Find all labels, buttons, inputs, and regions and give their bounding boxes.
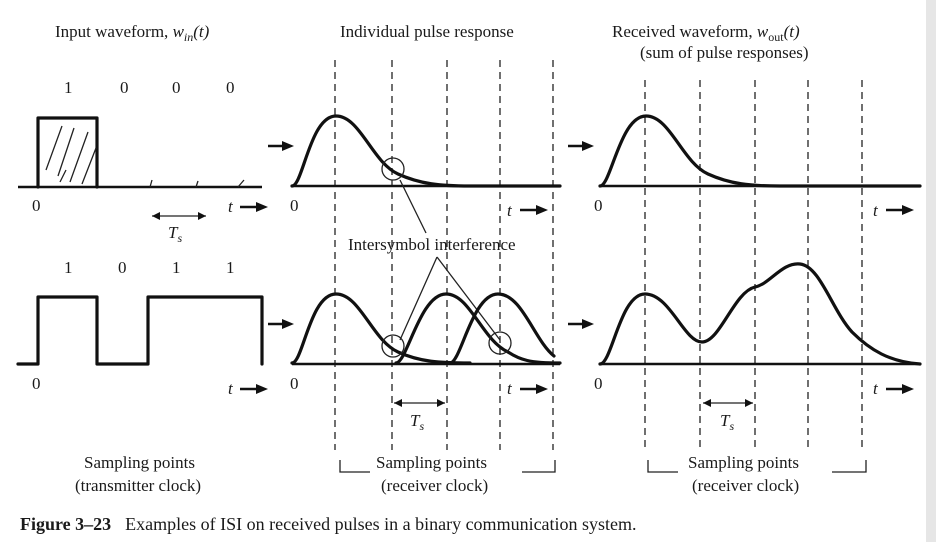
t-arrow-head: [902, 205, 914, 215]
ts-arrow-right: [745, 399, 753, 407]
sampling-bracket: [647, 460, 867, 473]
isi-pointer: [399, 256, 501, 341]
t-label: t: [228, 197, 234, 216]
pulse-response-title: Individual pulse response: [340, 22, 514, 41]
sampling-label-tx: Sampling points: [84, 453, 195, 472]
received-waveform-panel: 0 t 0 t Ts Sampling points (receiver clo…: [568, 80, 922, 495]
input-arrow-head: [582, 319, 594, 329]
sampling-clock-rx: (receiver clock): [692, 476, 799, 495]
input-waveform-title: Input waveform, win(t): [55, 22, 210, 44]
t-arrow-head: [536, 205, 548, 215]
pulse-response-4: [448, 292, 556, 365]
ts-label: Ts: [720, 411, 734, 433]
received-waveform-note: (sum of pulse responses): [640, 43, 809, 62]
bit: 0: [226, 78, 235, 97]
isi-circle: [381, 334, 405, 358]
t-label: t: [507, 379, 513, 398]
bit: 1: [64, 258, 73, 277]
received-waveform-title: Received waveform, wout(t): [612, 22, 800, 44]
received-curve-top: [598, 114, 922, 188]
input-arrow-head: [282, 319, 294, 329]
bit: 0: [118, 258, 127, 277]
input-bit-sequence: [16, 295, 264, 366]
page-edge: [926, 0, 936, 542]
t-label: t: [873, 201, 879, 220]
pulse-response-3: [394, 292, 562, 365]
input-pulse: [36, 116, 99, 189]
sampling-label-rx: Sampling points: [376, 453, 487, 472]
pulse-response-panel: 0 t Intersymbol interference 0 t Ts Samp…: [268, 60, 562, 495]
ts-label: Ts: [168, 223, 182, 245]
input-arrow-head: [582, 141, 594, 151]
ts-arrow-right: [198, 212, 206, 220]
sampling-label-rx: Sampling points: [688, 453, 799, 472]
origin-label: 0: [32, 196, 41, 215]
t-label: t: [228, 379, 234, 398]
sampling-clock-rx: (receiver clock): [381, 476, 488, 495]
ts-arrow-left: [152, 212, 160, 220]
isi-label: Intersymbol interference: [348, 235, 516, 254]
pulse-response-curve: [290, 114, 562, 188]
input-waveform-top: 0 t Ts: [18, 116, 268, 245]
input-arrow-head: [282, 141, 294, 151]
input-waveform-bottom: 0 t: [16, 295, 268, 398]
received-curve-bottom: [598, 262, 922, 366]
t-arrow-head: [536, 384, 548, 394]
origin-label: 0: [594, 196, 603, 215]
bits-row-1: 1 0 0 0: [64, 78, 235, 97]
sampling-clock-tx: (transmitter clock): [75, 476, 201, 495]
pulse-hatch: [45, 125, 97, 185]
t-label: t: [873, 379, 879, 398]
bit: 1: [172, 258, 181, 277]
bit: 1: [64, 78, 73, 97]
t-arrow-head: [902, 384, 914, 394]
isi-pointer: [399, 179, 427, 234]
isi-circle: [488, 331, 512, 355]
sampling-bracket: [339, 460, 556, 473]
ts-arrow-left: [394, 399, 402, 407]
t-label: t: [507, 201, 513, 220]
ts-arrow-left: [703, 399, 711, 407]
isi-circle: [381, 157, 405, 181]
origin-label: 0: [290, 374, 299, 393]
bits-row-2: 1 0 1 1: [64, 258, 235, 277]
pulse-response-1: [290, 292, 472, 365]
origin-label: 0: [32, 374, 41, 393]
figure-caption: Figure 3–23 Examples of ISI on received p…: [20, 514, 637, 534]
origin-label: 0: [290, 196, 299, 215]
ts-arrow-right: [437, 399, 445, 407]
origin-label: 0: [594, 374, 603, 393]
bit: 0: [172, 78, 181, 97]
t-arrow-head: [256, 384, 268, 394]
bit: 1: [226, 258, 235, 277]
ts-label: Ts: [410, 411, 424, 433]
t-arrow-head: [256, 202, 268, 212]
tick-marks: [149, 179, 245, 188]
bit: 0: [120, 78, 129, 97]
